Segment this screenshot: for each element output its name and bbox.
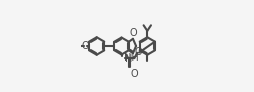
Text: O: O — [130, 69, 137, 79]
Text: N: N — [124, 54, 132, 64]
Text: O: O — [82, 41, 89, 51]
Text: NH: NH — [123, 53, 138, 63]
Text: O: O — [134, 47, 141, 57]
Text: O: O — [129, 28, 136, 38]
